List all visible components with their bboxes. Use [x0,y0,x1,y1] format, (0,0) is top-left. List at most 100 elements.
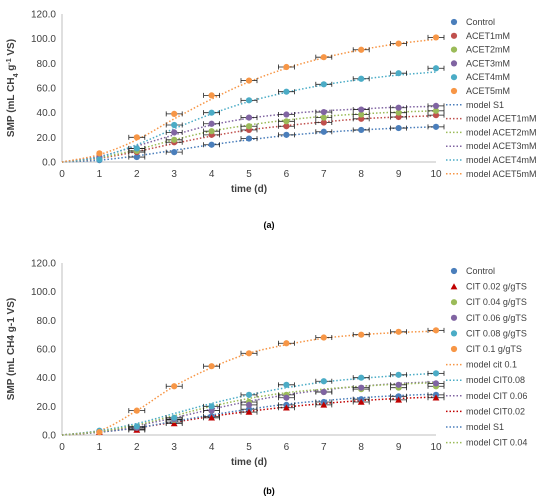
data-point [171,136,178,143]
model-curve [61,105,437,163]
x-tick-label: 6 [284,442,290,453]
data-point [432,65,440,72]
y-tick-label: 80.0 [37,59,57,70]
legend-marker [450,283,458,290]
data-point [245,123,253,130]
legend-entry: model ACET3mM [466,141,537,151]
legend-entry: model S1 [466,100,504,110]
model-curve [61,393,437,436]
legend-entry: model CIT 0.06 [466,391,527,401]
data-point [395,113,402,121]
legend-marker [450,299,458,306]
data-point [96,156,103,163]
series-cit-0-08-g-gts [96,370,445,434]
legend-entry: model ACET5mM [466,169,537,179]
data-point [208,120,215,127]
data-point [358,106,365,113]
legend-entry: model ACET1mM [466,114,537,124]
data-point [320,128,327,135]
data-point [133,407,140,414]
x-tick-label: 9 [396,169,402,180]
data-point [96,429,103,436]
data-point [171,414,178,421]
data-point [171,383,178,390]
legend-entry: ACET3mM [466,58,510,68]
x-tick-label: 0 [59,442,65,453]
chart-panel-1: 0.0 20.0 40.0 60.0 80.0 100.0 120.0 0 1 2 3 4 5 6 7 8 9 1… [6,10,537,231]
data-point [171,110,178,117]
x-axis-label: time (d) [231,184,267,195]
data-point [170,420,178,427]
data-point [358,126,365,134]
model-curve [61,381,437,436]
series-acet5mm [96,34,445,157]
data-point [320,81,327,88]
data-point [245,77,253,84]
x-tick-label: 1 [97,442,103,453]
x-tick-label: 8 [358,442,364,453]
y-tick-label: 120.0 [31,259,56,270]
legend-entry: CIT 0.08 g/gTS [466,328,527,338]
series-acet3mm [96,102,445,161]
data-point [283,118,290,125]
series-control [96,391,445,436]
y-tick-label: 20.0 [37,402,57,413]
data-point [133,423,140,430]
data-point [245,350,253,357]
data-point [320,114,327,121]
legend-marker [450,32,458,39]
data-point [395,396,402,403]
y-tick-label: 0.0 [42,431,56,442]
legend-entry: model ACET2mM [466,127,537,137]
chart-panel-2: 0.0 20.0 40.0 60.0 80.0 100.0 120.0 0 1 2 3 4 5 6 7 8 9 1… [6,259,527,497]
data-point [395,40,402,47]
x-axis-label: time (d) [231,457,267,468]
data-point [358,111,365,118]
y-tick-label: 60.0 [37,345,57,356]
series-cit-0-04-g-gts [96,383,445,435]
data-point [358,75,365,82]
data-point [133,153,140,161]
data-point [432,370,440,377]
legend-marker [450,60,458,67]
legend-marker [450,345,458,353]
data-point [283,131,290,138]
data-point [245,114,253,121]
data-point [358,115,365,122]
legend-entry: model cit 0.1 [466,360,517,370]
legend-marker [450,18,458,26]
x-tick-label: 5 [246,442,252,453]
data-point [245,401,253,408]
data-point [208,109,215,116]
legend-entry: ACET4mM [466,72,510,82]
model-curve [61,330,437,436]
data-point [283,123,290,130]
y-axis-label: SMP (mL CH4 g-1 VS) [6,298,17,400]
data-point [245,391,253,398]
data-point [395,109,402,116]
legend-marker [450,74,458,81]
y-tick-label: 60.0 [37,84,57,95]
series-control [96,123,445,164]
legend-marker [450,330,458,337]
data-point [432,327,440,334]
data-point [320,334,327,341]
x-tick-label: 8 [358,169,364,180]
data-point [358,374,365,381]
data-point [283,404,290,411]
data-point [208,407,215,414]
x-tick-label: 3 [171,169,177,180]
y-tick-label: 100.0 [31,34,56,45]
model-curve [61,126,437,163]
legend-entry: model ACET4mM [466,155,537,165]
y-tick-label: 20.0 [37,133,57,144]
x-tick-label: 7 [321,169,327,180]
y-axis-label: SMP (mL CH4 g-1 VS) [6,39,20,137]
data-point [432,123,440,130]
legend-entry: model CIT 0.04 [466,438,527,448]
legend-marker [450,46,458,53]
data-point [395,124,402,132]
x-tick-label: 2 [134,442,140,453]
series-acet4mm [96,65,445,163]
y-tick-label: 80.0 [37,316,57,327]
